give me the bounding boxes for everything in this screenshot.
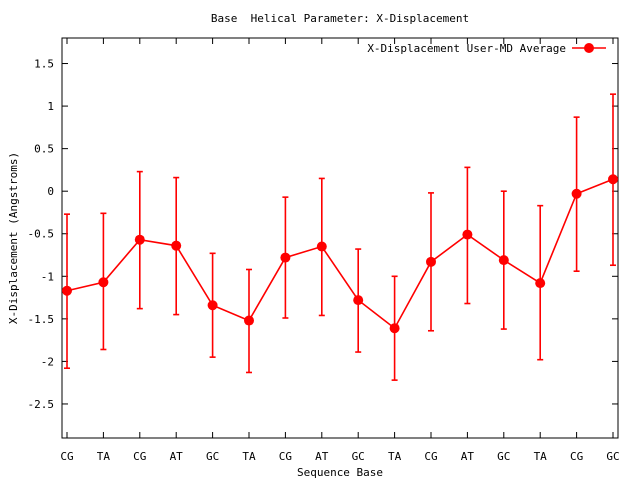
legend: X-Displacement User-MD Average	[367, 42, 606, 55]
x-tick-label: TA	[97, 450, 111, 463]
data-point	[389, 323, 400, 334]
x-tick-label: GC	[206, 450, 219, 463]
x-tick-label: GC	[497, 450, 510, 463]
y-tick-label: -1.5	[28, 313, 55, 326]
data-point	[426, 256, 436, 267]
data-point	[134, 234, 145, 245]
plot-area-frame	[61, 37, 619, 439]
x-tick-label: CG	[133, 450, 146, 463]
x-axis: CG TA CG AT GC TA CG AT GC TA CG AT GC TA CG GC	[60, 38, 620, 463]
y-tick-label: -2	[41, 355, 54, 368]
data-point	[608, 174, 618, 185]
data-point	[62, 285, 72, 296]
x-tick-label: TA	[242, 450, 256, 463]
y-axis-label: X-Displacement (Angstroms)	[7, 152, 20, 324]
x-tick-label: GC	[352, 450, 365, 463]
x-tick-label: TA	[388, 450, 402, 463]
data-point	[571, 188, 582, 199]
data-point	[207, 300, 218, 311]
legend-label: X-Displacement User-MD Average	[367, 42, 566, 55]
x-tick-label: GC	[606, 450, 619, 463]
x-tick-label: AT	[170, 450, 184, 463]
data-point	[535, 278, 546, 289]
legend-marker-swatch	[584, 43, 594, 53]
y-axis: 1.5 1 0.5 0 -0.5 -1 -1.5 -2 -2.5	[28, 58, 618, 411]
data-point	[462, 229, 473, 240]
data-point	[244, 315, 254, 326]
data-point	[280, 252, 291, 263]
series-line	[66, 178, 614, 330]
y-tick-label: 0	[47, 185, 54, 198]
x-tick-label: CG	[279, 450, 292, 463]
x-tick-label: CG	[60, 450, 73, 463]
data-point	[98, 277, 109, 288]
y-tick-label: -0.5	[28, 228, 55, 241]
x-tick-label: CG	[424, 450, 437, 463]
data-point	[171, 240, 182, 251]
data-point	[316, 241, 327, 252]
data-point	[353, 295, 364, 306]
y-tick-label: -2.5	[28, 398, 55, 411]
y-tick-label: -1	[41, 270, 54, 283]
x-axis-label: Sequence Base	[297, 466, 383, 479]
x-tick-label: AT	[461, 450, 475, 463]
x-tick-label: AT	[315, 450, 329, 463]
y-tick-label: 1.5	[34, 58, 54, 71]
chart-title: Base Helical Parameter: X-Displacement	[211, 12, 469, 25]
x-tick-label: CG	[570, 450, 583, 463]
data-point	[498, 255, 509, 266]
x-tick-label: TA	[534, 450, 548, 463]
y-tick-label: 1	[47, 100, 54, 113]
y-tick-label: 0.5	[34, 143, 54, 156]
series-layer	[62, 93, 618, 381]
